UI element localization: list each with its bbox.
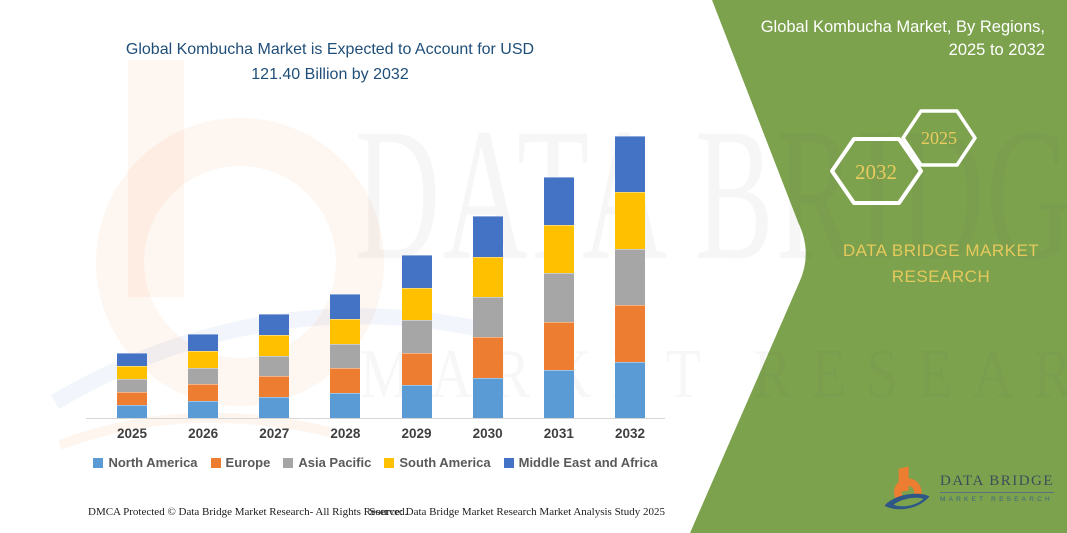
bar-segment-middle-east-and-africa [188, 333, 219, 351]
bar-2027 [259, 313, 290, 418]
bar-segment-europe [401, 352, 432, 386]
data-bridge-logo-icon [884, 466, 930, 510]
legend-label-north-america: North America [108, 455, 198, 470]
x-axis-label-2027: 2027 [259, 426, 290, 441]
x-axis-labels: 2025 2026 2027 2028 2029 2030 2031 2032 [88, 426, 663, 444]
bar-segment-south-america [543, 225, 574, 274]
chart-legend: North America Europe Asia Pacific South Ame… [84, 455, 667, 470]
legend-item-asia-pacific: Asia Pacific [283, 455, 371, 470]
bar-segment-middle-east-and-africa [614, 136, 645, 193]
logo-name: DATA BRIDGE [940, 473, 1055, 493]
bar-2028 [330, 294, 361, 418]
bar-segment-south-america [259, 334, 290, 356]
legend-item-north-america: North America [93, 455, 198, 470]
brand-text-line1: DATA BRIDGE MARKET [842, 241, 1040, 260]
legend-swatch-europe [210, 457, 221, 468]
brand-text-line2: RESEARCH [891, 267, 991, 286]
bar-segment-asia-pacific [117, 379, 147, 392]
bar-segment-south-america [117, 366, 147, 379]
bar-segment-europe [543, 321, 574, 370]
legend-swatch-north-america [93, 457, 104, 468]
bar-segment-europe [330, 368, 361, 394]
x-axis-label-2025: 2025 [116, 426, 148, 441]
x-axis-label-2030: 2030 [472, 426, 503, 441]
x-axis-label-2029: 2029 [401, 426, 432, 441]
bar-2026 [188, 333, 219, 418]
legend-item-middle-east-and-africa: Middle East and Africa [503, 455, 658, 470]
bar-segment-south-america [614, 192, 645, 249]
bar-segment-middle-east-and-africa [543, 177, 574, 226]
bar-segment-middle-east-and-africa [401, 254, 432, 288]
bar-segment-asia-pacific [401, 320, 432, 353]
bar-segment-europe [188, 384, 219, 402]
bar-2032 [614, 136, 645, 418]
bar-segment-asia-pacific [543, 273, 574, 322]
x-axis-label-2028: 2028 [330, 426, 361, 441]
hexagon-2032-label: 2032 [855, 160, 897, 184]
bar-2030 [472, 216, 503, 418]
footer-source: Source: Data Bridge Market Research Mark… [369, 506, 665, 518]
brand-text: DATA BRIDGE MARKET RESEARCH [815, 238, 1067, 290]
bar-segment-europe [259, 376, 290, 398]
logo-texts: DATA BRIDGE MARKET RESEARCH [940, 473, 1055, 503]
bar-segment-north-america [472, 377, 503, 418]
legend-swatch-asia-pacific [283, 457, 294, 468]
footer-copyright: DMCA Protected © Data Bridge Market Rese… [88, 506, 408, 518]
logo-subtitle: MARKET RESEARCH [940, 496, 1053, 503]
bar-segment-asia-pacific [188, 367, 219, 385]
bar-2025 [117, 353, 147, 418]
hexagon-2025-label: 2025 [921, 128, 957, 148]
bar-segment-south-america [401, 287, 432, 321]
bar-segment-europe [472, 337, 503, 378]
plot-area [88, 120, 663, 418]
legend-label-asia-pacific: Asia Pacific [298, 455, 372, 470]
panel-heading: Global Kombucha Market, By Regions, 2025… [715, 16, 1045, 62]
bar-segment-south-america [472, 256, 503, 297]
chart-title-line2: 121.40 Billion by 2032 [251, 66, 409, 83]
bar-segment-north-america [188, 401, 219, 418]
bar-segment-north-america [259, 397, 290, 418]
bar-segment-north-america [330, 393, 361, 418]
chart-title: Global Kombucha Market is Expected to Ac… [80, 37, 580, 87]
bar-segment-middle-east-and-africa [330, 294, 361, 319]
legend-label-europe: Europe [225, 455, 271, 470]
bar-segment-north-america [401, 385, 432, 418]
bar-segment-south-america [188, 350, 219, 368]
x-axis-label-2032: 2032 [614, 426, 645, 441]
legend-swatch-middle-east-and-africa [503, 457, 514, 468]
legend-item-south-america: South America [384, 455, 491, 470]
chart-title-line1: Global Kombucha Market is Expected to Ac… [125, 41, 535, 58]
bar-segment-asia-pacific [259, 355, 290, 377]
bar-2029 [401, 254, 432, 418]
bar-segment-middle-east-and-africa [472, 216, 503, 257]
x-axis-label-2026: 2026 [188, 426, 219, 441]
panel-heading-line2: 2025 to 2032 [948, 41, 1045, 59]
x-axis-line [86, 418, 665, 419]
bar-segment-north-america [117, 405, 147, 418]
legend-label-middle-east-and-africa: Middle East and Africa [518, 455, 658, 470]
bar-2031 [543, 177, 574, 418]
legend-swatch-south-america [384, 457, 395, 468]
bar-segment-europe [614, 305, 645, 362]
hexagon-2025-outline [901, 109, 977, 167]
legend-item-europe: Europe [210, 455, 271, 470]
x-axis-label-2031: 2031 [543, 426, 574, 441]
bar-segment-asia-pacific [330, 343, 361, 369]
bar-segment-middle-east-and-africa [117, 353, 147, 366]
bar-segment-asia-pacific [472, 296, 503, 338]
hexagon-2032-outline [830, 137, 923, 205]
data-bridge-logo: DATA BRIDGE MARKET RESEARCH [882, 462, 1055, 514]
bar-segment-europe [117, 392, 147, 405]
bar-segment-asia-pacific [614, 248, 645, 306]
legend-label-south-america: South America [399, 455, 491, 470]
bar-segment-north-america [543, 369, 574, 418]
panel-heading-line1: Global Kombucha Market, By Regions, [760, 18, 1045, 36]
bar-segment-north-america [614, 361, 645, 418]
bar-segment-south-america [330, 318, 361, 344]
bar-segment-middle-east-and-africa [259, 313, 290, 335]
